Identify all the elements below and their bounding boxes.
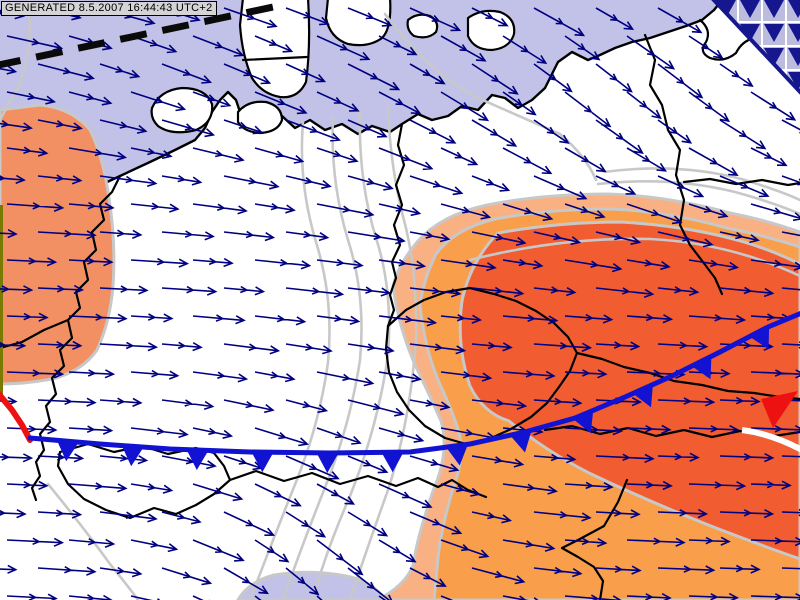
border-at-hu bbox=[560, 478, 629, 600]
cold-front-line bbox=[27, 310, 800, 456]
islands-group bbox=[150, 0, 516, 135]
cold-front-pip bbox=[510, 430, 532, 453]
contour-sea-arc bbox=[383, 12, 598, 182]
cold-front-pip bbox=[446, 444, 468, 466]
cold-front-pip bbox=[316, 452, 339, 473]
warm-front-east-pip bbox=[761, 391, 798, 428]
country-borders bbox=[0, 18, 800, 600]
jutland-peninsula bbox=[238, 0, 311, 99]
border-czech bbox=[384, 286, 579, 446]
trough-dashed-line bbox=[0, 2, 279, 69]
cold-front-pip bbox=[749, 326, 770, 350]
fronts-layer bbox=[0, 310, 800, 473]
border-west bbox=[30, 174, 122, 502]
contour-top-1 bbox=[596, 180, 800, 216]
contour-top-2 bbox=[602, 167, 800, 202]
contour-core-inner bbox=[468, 237, 800, 278]
border-oder-lagoon bbox=[698, 18, 756, 61]
generated-timestamp-label: GENERATED 8.5.2007 16:44:43 UTC+2 bbox=[1, 1, 217, 16]
west-edge-olive-strip bbox=[0, 205, 3, 395]
cold-front-pip bbox=[381, 452, 404, 473]
cold-front-pip bbox=[186, 449, 209, 470]
border-pl-sk bbox=[575, 351, 800, 401]
border-alps bbox=[228, 469, 488, 499]
border-dk-de bbox=[241, 55, 309, 62]
cold-front-pip bbox=[632, 384, 653, 408]
contour-bottomleft bbox=[46, 482, 140, 600]
warm-front-east-arc bbox=[741, 427, 800, 453]
cold-front-pip bbox=[572, 410, 594, 434]
contour-band-1 bbox=[248, 120, 331, 600]
cold-front-pip bbox=[56, 440, 79, 462]
warm-sector-east bbox=[374, 192, 800, 600]
wind-arrows-layer bbox=[0, 7, 800, 600]
coastline bbox=[0, 0, 723, 222]
warm-sector-west bbox=[0, 103, 116, 386]
warm-core bbox=[458, 220, 800, 561]
contour-band-2 bbox=[281, 114, 363, 600]
contour-topleft bbox=[0, 0, 31, 122]
wind-arrows-path bbox=[0, 7, 800, 600]
contour-band-3 bbox=[311, 108, 391, 600]
cold-front-pip bbox=[691, 356, 712, 380]
border-east-horizontal bbox=[682, 177, 800, 187]
island-mid bbox=[236, 100, 284, 135]
warm-front-west bbox=[0, 390, 33, 443]
cold-front-pip bbox=[121, 445, 144, 467]
cold-front-pip bbox=[251, 452, 274, 473]
trough-line-group bbox=[0, 2, 279, 69]
corner-pattern-edge bbox=[711, 0, 800, 95]
border-de-pl bbox=[386, 122, 406, 328]
